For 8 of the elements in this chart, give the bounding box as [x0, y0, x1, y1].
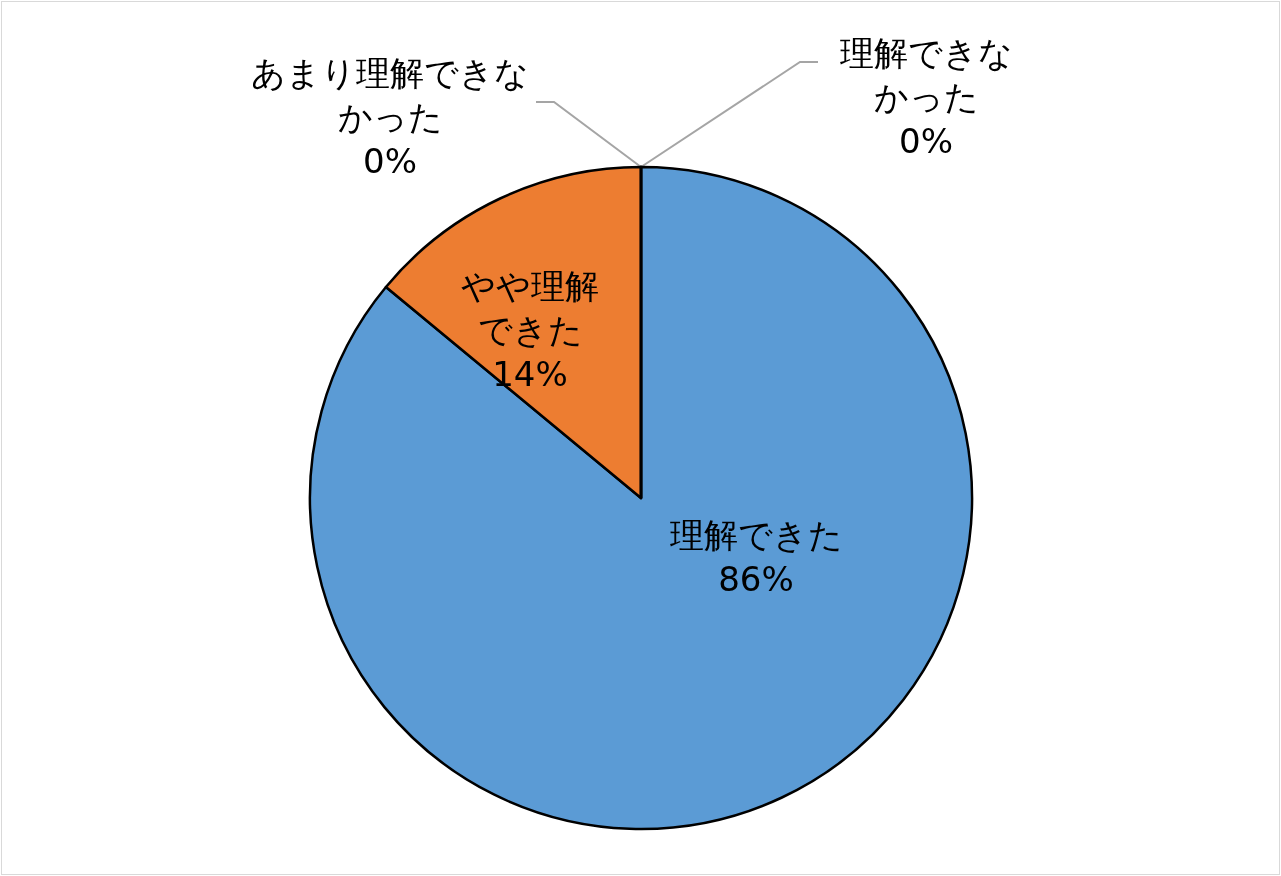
slice-label: やや理解できた: [461, 265, 599, 350]
text: 0%: [899, 121, 953, 162]
slice-label: 理解できた: [669, 514, 843, 555]
data-label: 86%: [718, 559, 794, 600]
category-label: あまり理解できなかった: [251, 52, 529, 137]
data-label: 14%: [492, 354, 568, 395]
text: 0%: [363, 141, 417, 182]
category-label: 理解できなかった: [839, 32, 1013, 117]
